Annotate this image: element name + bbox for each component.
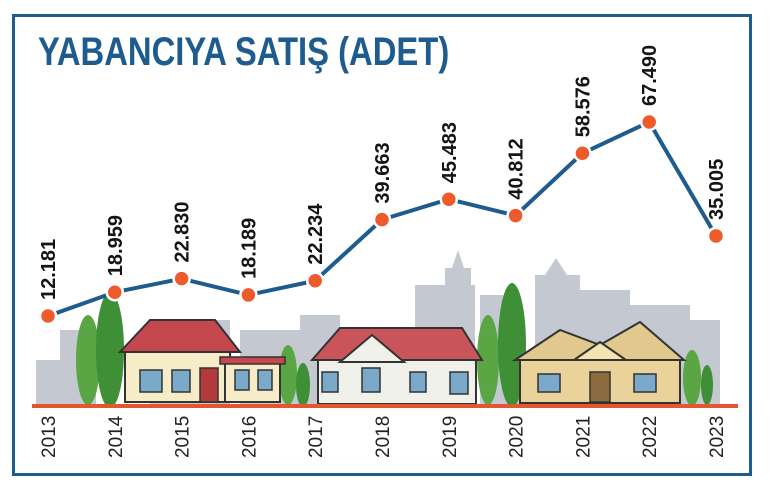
data-point-2016 <box>239 285 258 305</box>
data-point-2019 <box>439 189 459 209</box>
house-left-illustration <box>117 319 286 403</box>
data-point-2015 <box>172 269 191 288</box>
x-tick-label-2013: 2013 <box>39 416 60 458</box>
data-label-2017: 22.234 <box>305 203 327 265</box>
data-label-2020: 40.812 <box>506 138 528 199</box>
x-tick-label-2021: 2021 <box>573 416 594 458</box>
data-point-2022 <box>639 112 659 132</box>
data-label-2013: 12.181 <box>38 239 60 300</box>
house-right-illustration <box>511 320 687 404</box>
data-label-2019: 45.483 <box>439 122 461 183</box>
chart-title: YABANCIYA SATIŞ (ADET) <box>38 30 450 74</box>
data-point-2020 <box>506 206 525 225</box>
house-middle-illustration <box>309 327 484 405</box>
x-tick-label-2014: 2014 <box>106 415 127 458</box>
data-label-2014: 18.959 <box>105 215 127 276</box>
x-tick-label-2020: 2020 <box>507 416 528 458</box>
data-label-2021: 58.576 <box>572 76 594 137</box>
data-label-2015: 22.830 <box>172 201 194 262</box>
data-point-2018 <box>372 210 392 229</box>
x-tick-label-2017: 2017 <box>306 416 327 458</box>
data-point-2021 <box>573 144 592 163</box>
marker-group <box>38 112 726 326</box>
x-tick-label-2022: 2022 <box>640 416 661 458</box>
x-tick-label-2018: 2018 <box>373 416 394 458</box>
data-point-2014 <box>105 282 125 302</box>
data-point-2023 <box>706 226 726 246</box>
x-tick-label-2019: 2019 <box>440 416 461 458</box>
x-tick-label-2015: 2015 <box>173 416 194 458</box>
data-point-2017 <box>305 271 325 290</box>
value-label-group: 12.181 18.959 22.830 18.189 22.234 39.663 45.4… <box>38 45 728 300</box>
x-tick-label-group: 2013 2014 2015 2016 2017 2018 2019 2020 2021 2022… <box>39 415 728 458</box>
data-point-2013 <box>38 306 58 326</box>
data-label-2023: 35.005 <box>706 159 728 220</box>
data-label-2022: 67.490 <box>639 45 661 106</box>
x-tick-label-2016: 2016 <box>239 416 260 458</box>
data-label-2016: 18.189 <box>238 218 260 279</box>
data-label-2018: 39.663 <box>372 142 394 203</box>
x-tick-label-2023: 2023 <box>707 416 728 458</box>
